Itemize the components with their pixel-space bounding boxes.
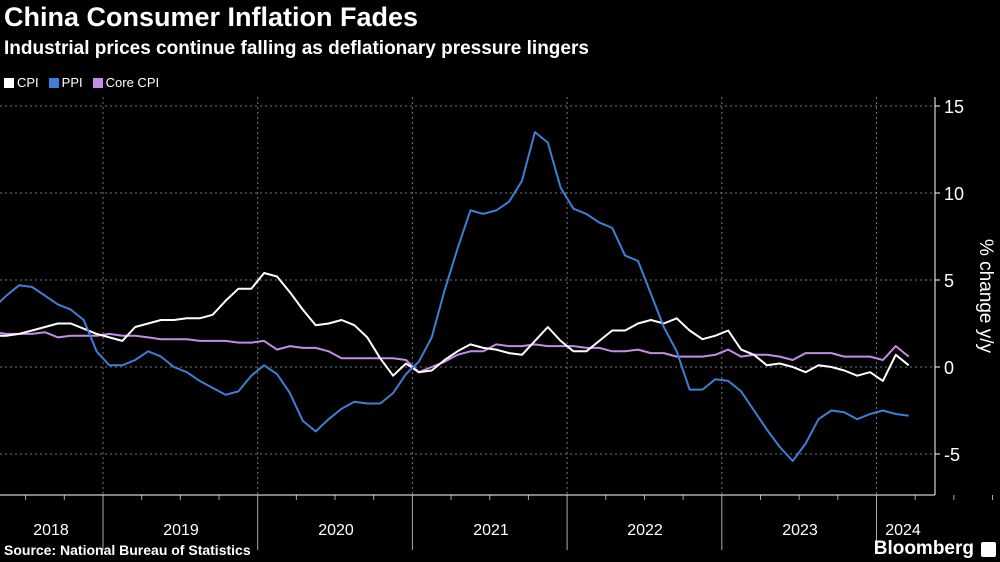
- x-tick-label: 2023: [782, 522, 818, 539]
- y-tick-label: 15: [944, 97, 964, 117]
- series-line-core-cpi: [0, 331, 910, 374]
- x-tick-label: 2020: [318, 522, 354, 539]
- x-tick-label: 2019: [163, 522, 199, 539]
- x-tick-label: 2018: [33, 522, 69, 539]
- y-tick-label: 5: [944, 271, 954, 291]
- legend-item-ppi: PPI: [48, 75, 83, 90]
- series-line-ppi: [0, 131, 909, 462]
- bloomberg-logo: Bloomberg: [873, 538, 974, 559]
- bloomberg-logo-icon: [981, 542, 996, 557]
- legend-item-core-cpi: Core CPI: [92, 75, 160, 90]
- y-tick-label: 10: [944, 184, 964, 204]
- legend-label: Core CPI: [105, 75, 160, 90]
- legend-swatch: [48, 77, 59, 88]
- legend-swatch: [4, 77, 14, 88]
- source-note: Source: National Bureau of Statistics: [4, 542, 251, 558]
- legend: CPI PPI Core CPI: [4, 75, 159, 90]
- chart-subtitle: Industrial prices continue falling as de…: [4, 38, 589, 59]
- y-tick-label: 0: [944, 358, 954, 378]
- legend-label: CPI: [17, 75, 39, 90]
- y-tick-label: -5: [944, 445, 960, 465]
- series-line-cpi: [0, 272, 910, 382]
- legend-item-cpi: CPI: [4, 75, 39, 90]
- chart-title: China Consumer Inflation Fades: [4, 2, 419, 32]
- legend-swatch: [92, 77, 103, 88]
- legend-label: PPI: [61, 75, 83, 90]
- x-tick-label: 2021: [473, 522, 509, 539]
- y-axis-label: % change y/y: [975, 239, 996, 354]
- x-tick-label: 2022: [627, 522, 663, 539]
- series-group: [0, 131, 910, 462]
- x-tick-label: 2024: [885, 522, 921, 539]
